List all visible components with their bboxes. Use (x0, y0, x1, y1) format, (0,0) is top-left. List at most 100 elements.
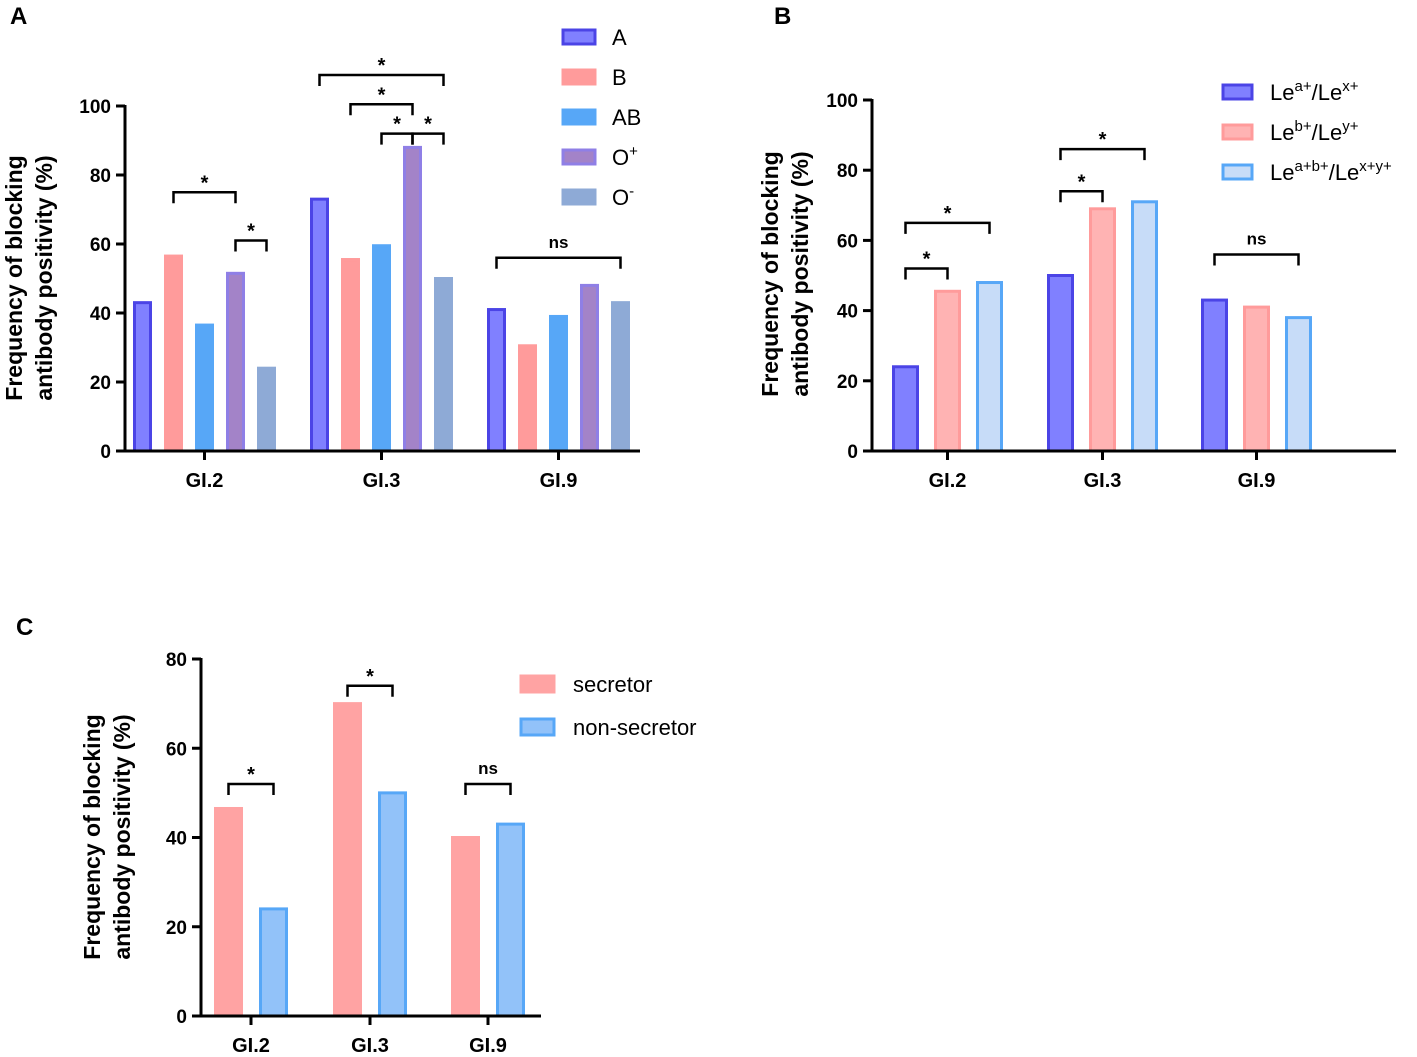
panel-a-significance-label: * (424, 114, 432, 136)
panel-b-bar (1089, 207, 1116, 453)
panel-a: A 0 20 40 60 80 100 GI.2 GI.3 GI.9 Frequency of b… (1, 3, 641, 492)
panel-a-y-axis-label: Frequency of blocking (1, 155, 27, 400)
panel-a-letter: A (10, 3, 27, 30)
panel-a-legend-swatch (561, 68, 597, 86)
panel-a-significance-bracket (495, 256, 622, 269)
panel-a-bar (257, 366, 276, 453)
panel-a-x-tick-label: GI.2 (186, 470, 224, 492)
panel-a-significance-label: ns (549, 233, 569, 252)
panel-b-significance-label: ns (1247, 229, 1267, 248)
panel-b-bar (1285, 316, 1312, 453)
panel-b-significance-bracket (904, 221, 991, 234)
panel-c-legend-swatch (519, 674, 556, 694)
panel-c-legend-label: non-secretor (573, 715, 697, 740)
panel-a-y-tick-label: 80 (90, 166, 111, 187)
panel-b-bar (1131, 200, 1158, 453)
panel-b-significance-bracket (904, 267, 949, 280)
panel-a-significance-label: * (378, 84, 386, 106)
panel-b-y-tick-label: 60 (837, 231, 858, 252)
panel-a-bar (434, 277, 453, 453)
panel-a-bar (195, 323, 214, 453)
panel-c-bar (214, 806, 243, 1018)
panel-c-significance-bracket (227, 782, 275, 795)
panel-b-y-axis-label: Frequency of blocking (757, 151, 783, 396)
panel-a-x-tick-label: GI.9 (540, 470, 578, 492)
panel-c-y-axis-label: Frequency of blocking (79, 714, 105, 959)
panel-a-bar (372, 244, 391, 453)
panel-a-bar (580, 283, 599, 453)
panel-b-y-tick-label: 20 (837, 372, 858, 393)
panel-a-legend-label: O+ (612, 143, 638, 170)
panel-a-bar (133, 301, 152, 453)
panel-a-legend-swatch (561, 148, 597, 166)
panel-a-legend-swatch (561, 108, 597, 126)
panel-c-y-tick-label: 40 (166, 829, 187, 850)
panel-b-legend-label: Lea+b+/Lex+y+ (1270, 158, 1392, 185)
panel-b-legend-label: Lea+/Lex+ (1270, 78, 1359, 105)
panel-c-y-tick-label: 20 (166, 918, 187, 939)
panel-a-significance-bracket (349, 103, 414, 116)
panel-a-significance-bracket (172, 191, 237, 204)
panel-b-significance-bracket (1059, 147, 1146, 161)
panel-a-bar (164, 254, 183, 453)
panel-c-x-tick-label: GI.2 (232, 1035, 270, 1057)
panel-c-bar (259, 907, 288, 1018)
panel-b-x-tick-label: GI.3 (1084, 470, 1122, 492)
panel-b-legend-swatch (1221, 163, 1254, 181)
panel-a-bar (310, 197, 329, 453)
panel-a-y-tick-label: 20 (90, 373, 111, 394)
panel-a-y-tick-label: 40 (90, 304, 111, 325)
panel-a-legend-swatch (561, 188, 597, 206)
panel-b-x-tick-label: GI.2 (929, 470, 967, 492)
panel-c-significance-label: * (366, 666, 374, 688)
panel-a-significance-bracket (318, 73, 445, 86)
panel-c-y-tick-label: 60 (166, 739, 187, 760)
panel-c-bar (378, 791, 407, 1018)
panel-c-bar (333, 702, 362, 1018)
panel-a-legend-swatch (561, 28, 597, 46)
panel-c-x-tick-label: GI.3 (351, 1035, 389, 1057)
panel-c-letter: C (16, 614, 33, 641)
panel-b-letter: B (774, 3, 791, 30)
panel-b-bar (1201, 298, 1228, 453)
panel-a-significance-label: * (247, 221, 255, 243)
panel-b-bar (976, 281, 1003, 453)
panel-c: C 0 20 40 60 80 GI.2 GI.3 GI.9 Frequency of bloc… (16, 614, 697, 1057)
panel-b-y-tick-label: 40 (837, 302, 858, 323)
panel-b: B 0 20 40 60 80 100 GI.2 GI.3 GI.9 Frequency of b… (757, 3, 1396, 492)
panel-a-y-axis-label: antibody positivity (%) (31, 155, 57, 400)
panel-b-significance-label: * (923, 248, 931, 270)
panel-c-bar (451, 836, 480, 1018)
panel-b-y-tick-label: 80 (837, 161, 858, 182)
panel-c-legend-label: secretor (573, 672, 652, 697)
panel-a-legend-label: O- (612, 183, 634, 210)
panel-c-significance-label: ns (478, 759, 498, 778)
panel-a-bar (611, 301, 630, 453)
panel-b-y-axis-label: antibody positivity (%) (787, 151, 813, 396)
panel-a-x-tick-label: GI.3 (363, 470, 401, 492)
panel-b-significance-bracket (1059, 190, 1104, 203)
panel-b-significance-label: * (1099, 129, 1107, 151)
panel-a-y-tick-label: 100 (79, 97, 111, 118)
panel-a-bar (487, 308, 506, 453)
panel-b-legend-swatch (1221, 83, 1254, 101)
panel-b-bar (892, 365, 919, 453)
panel-c-x-tick-label: GI.9 (469, 1035, 507, 1057)
panel-a-bar (403, 145, 422, 453)
panel-a-significance-label: * (393, 114, 401, 136)
panel-c-significance-bracket (464, 782, 512, 795)
panel-a-bar (341, 258, 360, 453)
panel-b-x-tick-label: GI.9 (1238, 470, 1276, 492)
panel-b-bar (1243, 305, 1270, 453)
panel-b-significance-bracket (1213, 253, 1300, 266)
panel-b-significance-label: * (944, 203, 952, 225)
panel-c-bar (496, 822, 525, 1018)
panel-b-bar (1047, 274, 1074, 453)
panel-b-y-tick-label: 0 (847, 442, 858, 463)
panel-c-legend-swatch (519, 717, 556, 737)
panel-a-y-tick-label: 0 (100, 442, 111, 463)
panel-a-y-tick-label: 60 (90, 235, 111, 256)
panel-c-y-tick-label: 0 (176, 1007, 187, 1028)
panel-a-legend-label: B (612, 65, 627, 90)
